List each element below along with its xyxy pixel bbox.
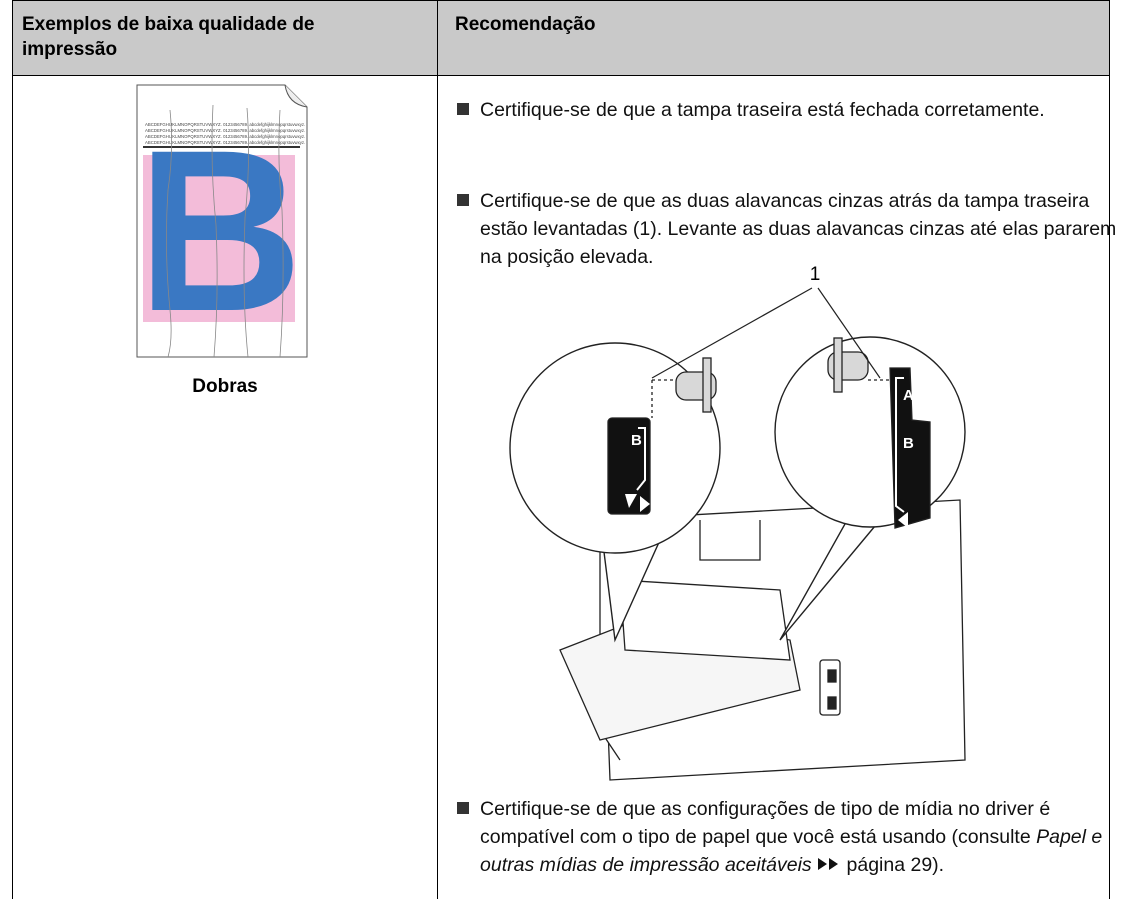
caption: Dobras <box>192 376 257 397</box>
bullet-text: página 29). <box>846 854 945 876</box>
bullet-text: Certifique-se de que a tampa traseira es… <box>480 99 1045 121</box>
header-cell: Recomendação <box>455 14 596 35</box>
sample-text: ABCDEFGHIJKLMNOPQRSTUVWXYZ. 0123456789. … <box>145 122 305 127</box>
sample-text: ABCDEFGHIJKLMNOPQRSTUVWXYZ. 0123456789. … <box>145 128 305 133</box>
table-border <box>437 0 438 899</box>
sample-letter: B <box>137 102 303 359</box>
header-row <box>12 0 1110 76</box>
figure-label: A <box>903 387 914 404</box>
callout-lines <box>651 287 881 379</box>
figure-label: B <box>903 435 914 452</box>
bullet-text: Certifique-se de que as duas alavancas c… <box>480 190 1117 268</box>
header-cell: Exemplos de baixa qualidade de impressão <box>22 14 315 60</box>
figure-label: B <box>631 432 642 449</box>
reference[interactable]: Papel e outras mídias de impressão aceit… <box>480 826 1103 876</box>
paper-sample: ABCDEFGHIJKLMNOPQRSTUVWXYZ. 0123456789. … <box>136 84 308 359</box>
table-border <box>1109 0 1110 899</box>
lever-detail <box>607 337 931 529</box>
printer-figure <box>559 499 966 781</box>
sample-text: ABCDEFGHIJKLMNOPQRSTUVWXYZ. 0123456789. … <box>145 140 305 145</box>
bullet-text: Certifique-se de que as configurações de… <box>480 798 1051 848</box>
sample-text: ABCDEFGHIJKLMNOPQRSTUVWXYZ. 0123456789. … <box>145 134 305 139</box>
bullet: Certifique-se de que as configurações de… <box>457 795 1120 879</box>
bullet: Certifique-se de que as duas alavancas c… <box>457 187 1120 271</box>
table-border <box>12 0 1110 1</box>
bullet: Certifique-se de que a tampa traseira es… <box>457 96 1120 124</box>
table-border <box>12 0 13 899</box>
arrow-icon <box>818 858 839 870</box>
callout: 1 <box>810 264 821 285</box>
